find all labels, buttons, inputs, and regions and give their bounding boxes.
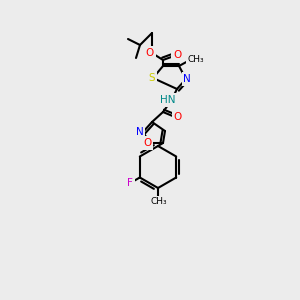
Text: S: S — [149, 73, 155, 83]
Text: N: N — [183, 74, 191, 84]
Text: O: O — [173, 50, 181, 60]
Text: O: O — [174, 112, 182, 122]
Text: F: F — [127, 178, 133, 188]
Text: CH₃: CH₃ — [151, 197, 167, 206]
Text: O: O — [143, 138, 151, 148]
Text: O: O — [146, 48, 154, 58]
Text: N: N — [136, 127, 144, 137]
Text: HN: HN — [160, 95, 176, 105]
Text: CH₃: CH₃ — [188, 56, 204, 64]
